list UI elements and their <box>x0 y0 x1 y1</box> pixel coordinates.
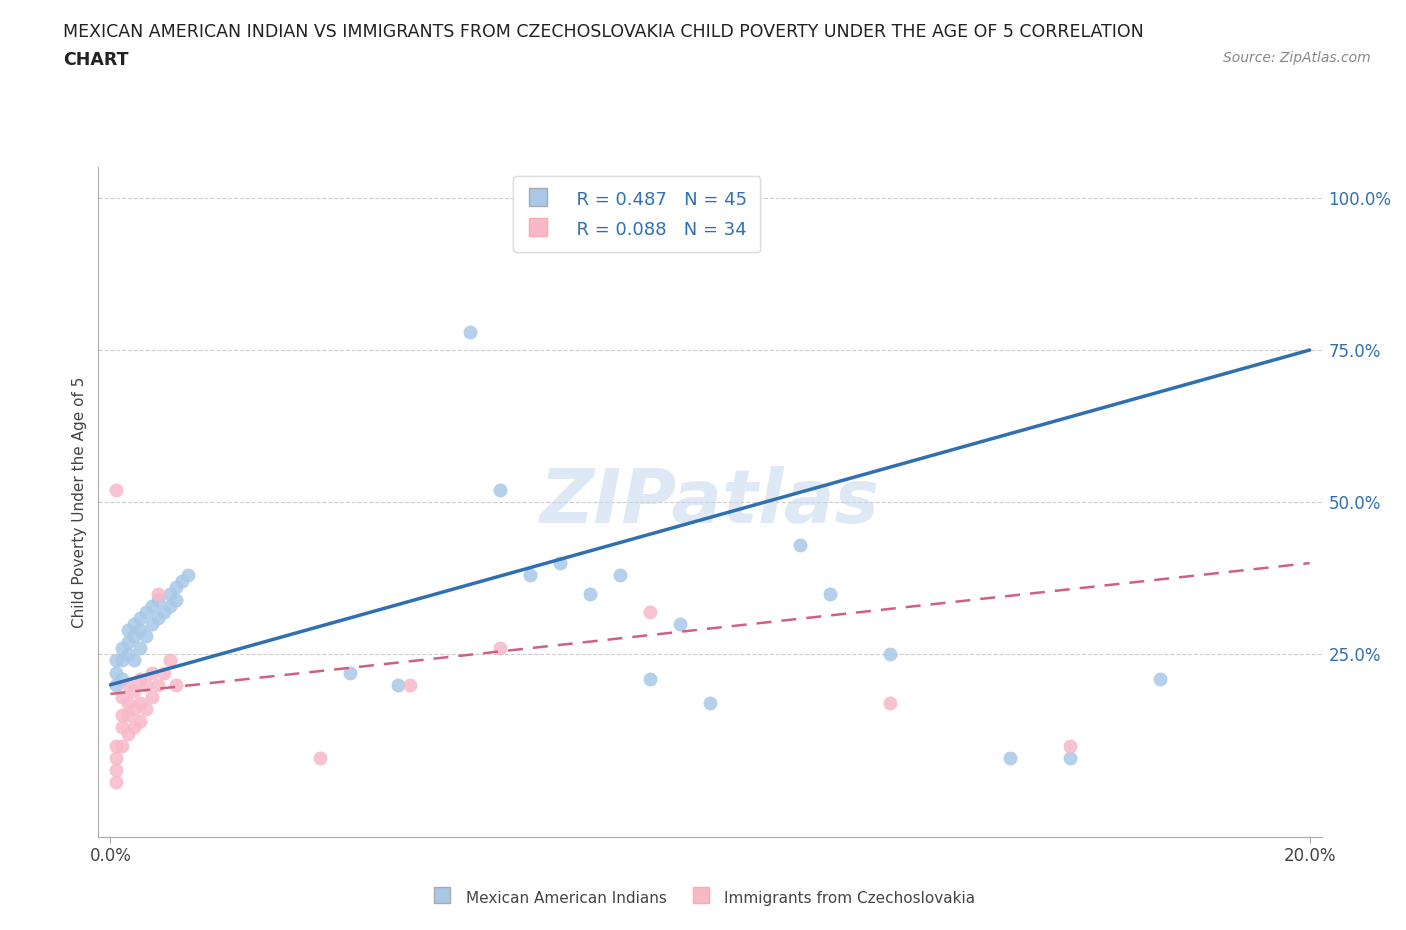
Point <box>489 641 512 656</box>
Point <box>141 689 163 704</box>
Point <box>1149 671 1171 686</box>
Point <box>117 696 139 711</box>
Point <box>165 592 187 607</box>
Point <box>1059 738 1081 753</box>
Point <box>111 653 134 668</box>
Point <box>105 775 128 790</box>
Point <box>998 751 1021 765</box>
Point <box>818 586 841 601</box>
Y-axis label: Child Poverty Under the Age of 5: Child Poverty Under the Age of 5 <box>72 377 87 628</box>
Point <box>129 696 152 711</box>
Point <box>141 665 163 680</box>
Point <box>105 483 128 498</box>
Point <box>153 604 176 619</box>
Point <box>129 641 152 656</box>
Point <box>148 586 170 601</box>
Point <box>135 677 157 692</box>
Point <box>105 763 128 777</box>
Point <box>129 671 152 686</box>
Point <box>148 592 170 607</box>
Point <box>117 726 139 741</box>
Point <box>165 677 187 692</box>
Point <box>129 610 152 625</box>
Point <box>172 574 194 589</box>
Point <box>789 538 811 552</box>
Point <box>135 702 157 717</box>
Point <box>159 598 181 613</box>
Point <box>105 751 128 765</box>
Point <box>309 751 332 765</box>
Legend: Mexican American Indians, Immigrants from Czechoslovakia: Mexican American Indians, Immigrants fro… <box>425 883 981 913</box>
Point <box>548 555 571 570</box>
Point <box>879 696 901 711</box>
Point <box>105 738 128 753</box>
Text: MEXICAN AMERICAN INDIAN VS IMMIGRANTS FROM CZECHOSLOVAKIA CHILD POVERTY UNDER TH: MEXICAN AMERICAN INDIAN VS IMMIGRANTS FR… <box>63 23 1144 41</box>
Point <box>105 653 128 668</box>
Point <box>111 708 134 723</box>
Point <box>669 617 692 631</box>
Point <box>111 671 134 686</box>
Point <box>458 325 481 339</box>
Point <box>135 629 157 644</box>
Point <box>159 653 181 668</box>
Point <box>489 483 512 498</box>
Point <box>111 738 134 753</box>
Point <box>117 622 139 637</box>
Text: ZIPatlas: ZIPatlas <box>540 466 880 538</box>
Point <box>124 720 146 735</box>
Legend:   R = 0.487   N = 45,   R = 0.088   N = 34: R = 0.487 N = 45, R = 0.088 N = 34 <box>513 177 761 252</box>
Point <box>111 689 134 704</box>
Point <box>148 677 170 692</box>
Point <box>129 714 152 729</box>
Point <box>141 617 163 631</box>
Point <box>124 702 146 717</box>
Point <box>124 653 146 668</box>
Point <box>339 665 361 680</box>
Text: Source: ZipAtlas.com: Source: ZipAtlas.com <box>1223 51 1371 65</box>
Point <box>124 684 146 698</box>
Point <box>399 677 422 692</box>
Point <box>124 617 146 631</box>
Point <box>124 629 146 644</box>
Point <box>135 604 157 619</box>
Point <box>105 677 128 692</box>
Point <box>148 610 170 625</box>
Point <box>387 677 409 692</box>
Text: CHART: CHART <box>63 51 129 69</box>
Point <box>699 696 721 711</box>
Point <box>519 568 541 583</box>
Point <box>159 586 181 601</box>
Point <box>638 604 661 619</box>
Point <box>609 568 631 583</box>
Point <box>111 641 134 656</box>
Point <box>141 598 163 613</box>
Point <box>105 665 128 680</box>
Point <box>579 586 602 601</box>
Point <box>117 647 139 662</box>
Point <box>111 720 134 735</box>
Point <box>117 635 139 650</box>
Point <box>117 708 139 723</box>
Point <box>1059 751 1081 765</box>
Point <box>879 647 901 662</box>
Point <box>638 671 661 686</box>
Point <box>177 568 200 583</box>
Point <box>165 580 187 595</box>
Point <box>153 665 176 680</box>
Point <box>117 677 139 692</box>
Point <box>129 622 152 637</box>
